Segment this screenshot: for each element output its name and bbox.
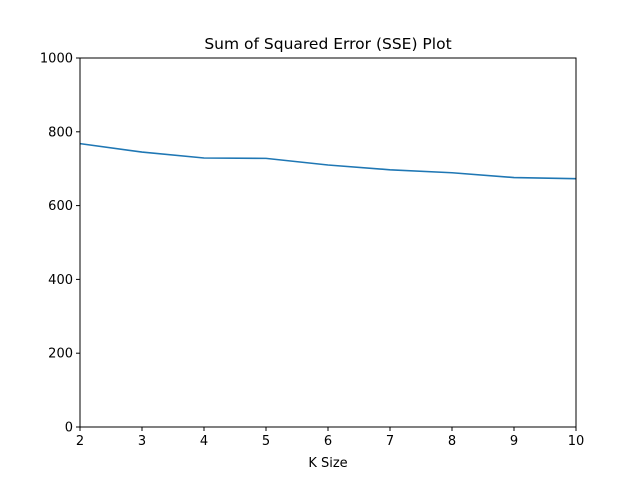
x-tick-label: 7 [386, 434, 394, 449]
y-tick-label: 200 [48, 347, 73, 362]
plot-frame [79, 57, 577, 428]
sse-series-line [79, 142, 577, 180]
y-tick-label: 600 [48, 199, 73, 214]
x-tick-label: 6 [324, 434, 332, 449]
x-tick-label: 5 [262, 434, 270, 449]
x-axis-ticks: 2 3 4 5 6 7 8 9 10 [76, 427, 584, 449]
x-tick-label: 8 [448, 434, 456, 449]
y-tick-label: 800 [48, 125, 73, 140]
x-axis-label: K Size [308, 456, 347, 471]
y-tick-label: 1000 [40, 52, 73, 67]
series-group [79, 142, 577, 180]
x-tick-label: 4 [200, 434, 208, 449]
x-tick-label: 10 [568, 434, 585, 449]
y-axis-ticks: 0 200 400 600 800 1000 [40, 52, 80, 436]
chart-title: Sum of Squared Error (SSE) Plot [204, 35, 451, 53]
x-tick-label: 2 [76, 434, 84, 449]
y-tick-label: 0 [65, 421, 73, 436]
y-tick-label: 400 [48, 273, 73, 288]
x-tick-label: 3 [138, 434, 146, 449]
x-tick-label: 9 [510, 434, 518, 449]
